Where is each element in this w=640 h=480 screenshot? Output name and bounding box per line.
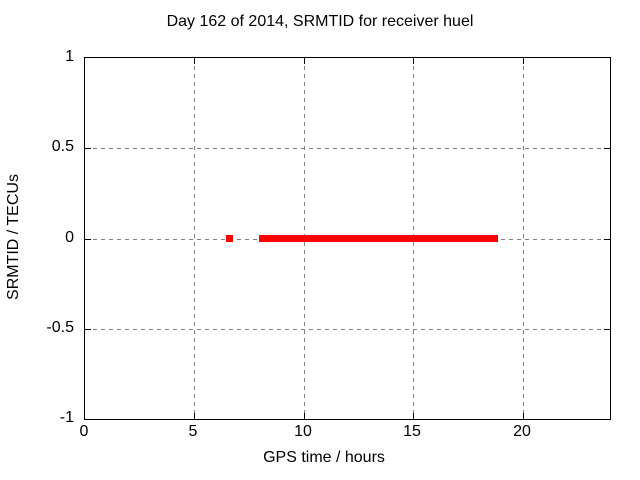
- plot-area: [84, 57, 611, 420]
- y-tick-label: 0.5: [51, 138, 74, 155]
- gridline-y--0.5: [85, 329, 610, 330]
- x-tick-bottom: [413, 413, 414, 419]
- y-tick-right: [604, 239, 610, 240]
- y-axis-label: SRMTID / TECUs: [5, 174, 22, 300]
- x-tick-label: 20: [513, 423, 531, 440]
- x-tick-bottom: [523, 413, 524, 419]
- x-tick-top: [194, 58, 195, 64]
- y-tick-left: [85, 239, 91, 240]
- data-run-bar: [259, 235, 491, 242]
- x-tick-bottom: [194, 413, 195, 419]
- x-tick-top: [523, 58, 524, 64]
- y-tick-label: -0.5: [46, 319, 74, 336]
- x-tick-label: 15: [403, 423, 421, 440]
- x-tick-top: [413, 58, 414, 64]
- y-tick-left: [85, 329, 91, 330]
- x-tick-label: 5: [188, 423, 198, 440]
- x-axis-label: GPS time / hours: [263, 449, 385, 466]
- data-point-marker: [491, 235, 498, 242]
- y-tick-right: [604, 148, 610, 149]
- gridline-x-5: [194, 58, 195, 419]
- y-tick-right: [604, 329, 610, 330]
- y-tick-label: 1: [65, 48, 74, 65]
- gridline-y-0.5: [85, 148, 610, 149]
- x-tick-label: 10: [294, 423, 312, 440]
- gridline-x-20: [523, 58, 524, 419]
- data-point-marker: [226, 235, 233, 242]
- x-tick-label: 0: [79, 423, 89, 440]
- y-tick-label: 0: [65, 229, 74, 246]
- chart-title: Day 162 of 2014, SRMTID for receiver hue…: [166, 13, 474, 30]
- y-tick-label: -1: [59, 409, 74, 426]
- x-tick-top: [304, 58, 305, 64]
- y-tick-left: [85, 148, 91, 149]
- x-tick-bottom: [304, 413, 305, 419]
